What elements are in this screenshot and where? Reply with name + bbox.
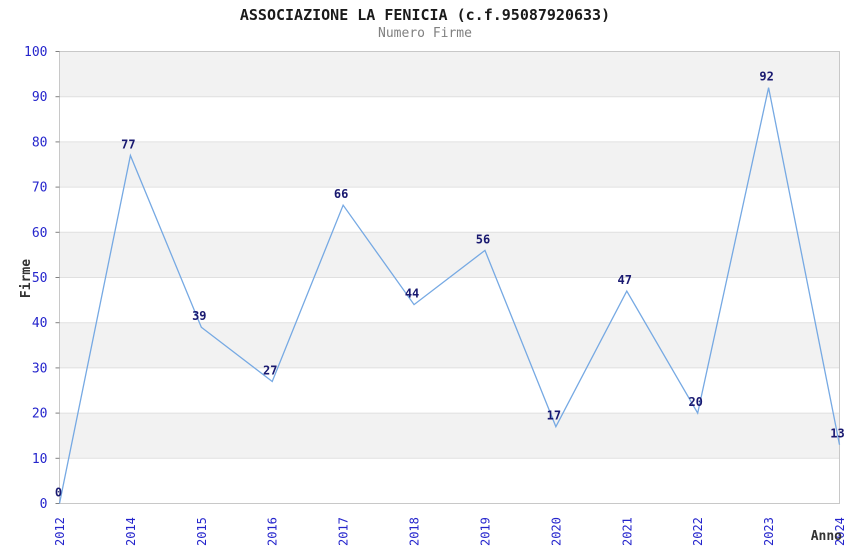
chart-title: ASSOCIAZIONE LA FENICIA (c.f.95087920633… bbox=[239, 6, 611, 24]
data-line bbox=[58, 87, 841, 504]
point-label: 47 bbox=[618, 273, 632, 287]
y-tick-label: 20 bbox=[32, 407, 48, 422]
grid-band bbox=[59, 413, 840, 459]
y-tick-label: 0 bbox=[40, 497, 48, 512]
x-tick-label: 2012 bbox=[53, 517, 67, 546]
x-tick-label: 2016 bbox=[266, 517, 280, 546]
point-label: 39 bbox=[192, 309, 206, 323]
y-tick-label: 30 bbox=[32, 361, 48, 376]
point-label: 77 bbox=[121, 137, 135, 151]
x-tick-label: 2015 bbox=[195, 517, 209, 546]
y-tick-label: 90 bbox=[32, 90, 48, 105]
y-tick-label: 60 bbox=[32, 226, 48, 241]
x-tick-label: 2022 bbox=[691, 517, 705, 546]
point-label: 44 bbox=[405, 287, 419, 301]
grid-band bbox=[59, 322, 840, 368]
point-label: 66 bbox=[334, 187, 348, 201]
y-tick-label: 80 bbox=[32, 135, 48, 150]
point-label: 27 bbox=[263, 363, 277, 377]
x-tick-label: 2020 bbox=[549, 517, 563, 546]
x-tick-label: 2018 bbox=[408, 517, 422, 546]
point-label: 20 bbox=[688, 395, 702, 409]
point-label: 13 bbox=[830, 427, 844, 441]
x-tick-label: 2014 bbox=[124, 517, 138, 546]
y-tick-label: 70 bbox=[32, 181, 48, 196]
x-tick-label: 2023 bbox=[762, 517, 776, 546]
point-label: 92 bbox=[759, 70, 773, 84]
point-label: 17 bbox=[547, 409, 561, 423]
point-label: 56 bbox=[476, 232, 490, 246]
x-tick-label: 2021 bbox=[620, 517, 634, 546]
x-tick-label: 2019 bbox=[478, 517, 492, 546]
x-tick-label: 2024 bbox=[833, 517, 847, 546]
grid-band bbox=[59, 141, 840, 188]
grid-band bbox=[59, 232, 840, 278]
y-axis-label: Firme bbox=[19, 259, 34, 298]
grid-band bbox=[59, 51, 840, 97]
y-tick-label: 40 bbox=[32, 316, 48, 331]
y-tick-label: 10 bbox=[32, 452, 48, 467]
y-tick-label: 50 bbox=[32, 271, 48, 286]
point-label: 0 bbox=[55, 486, 62, 500]
x-axis-label: Anno bbox=[811, 529, 842, 544]
chart-subtitle: Numero Firme bbox=[378, 26, 472, 41]
x-tick-label: 2017 bbox=[337, 517, 351, 546]
y-tick-label: 100 bbox=[24, 45, 47, 60]
